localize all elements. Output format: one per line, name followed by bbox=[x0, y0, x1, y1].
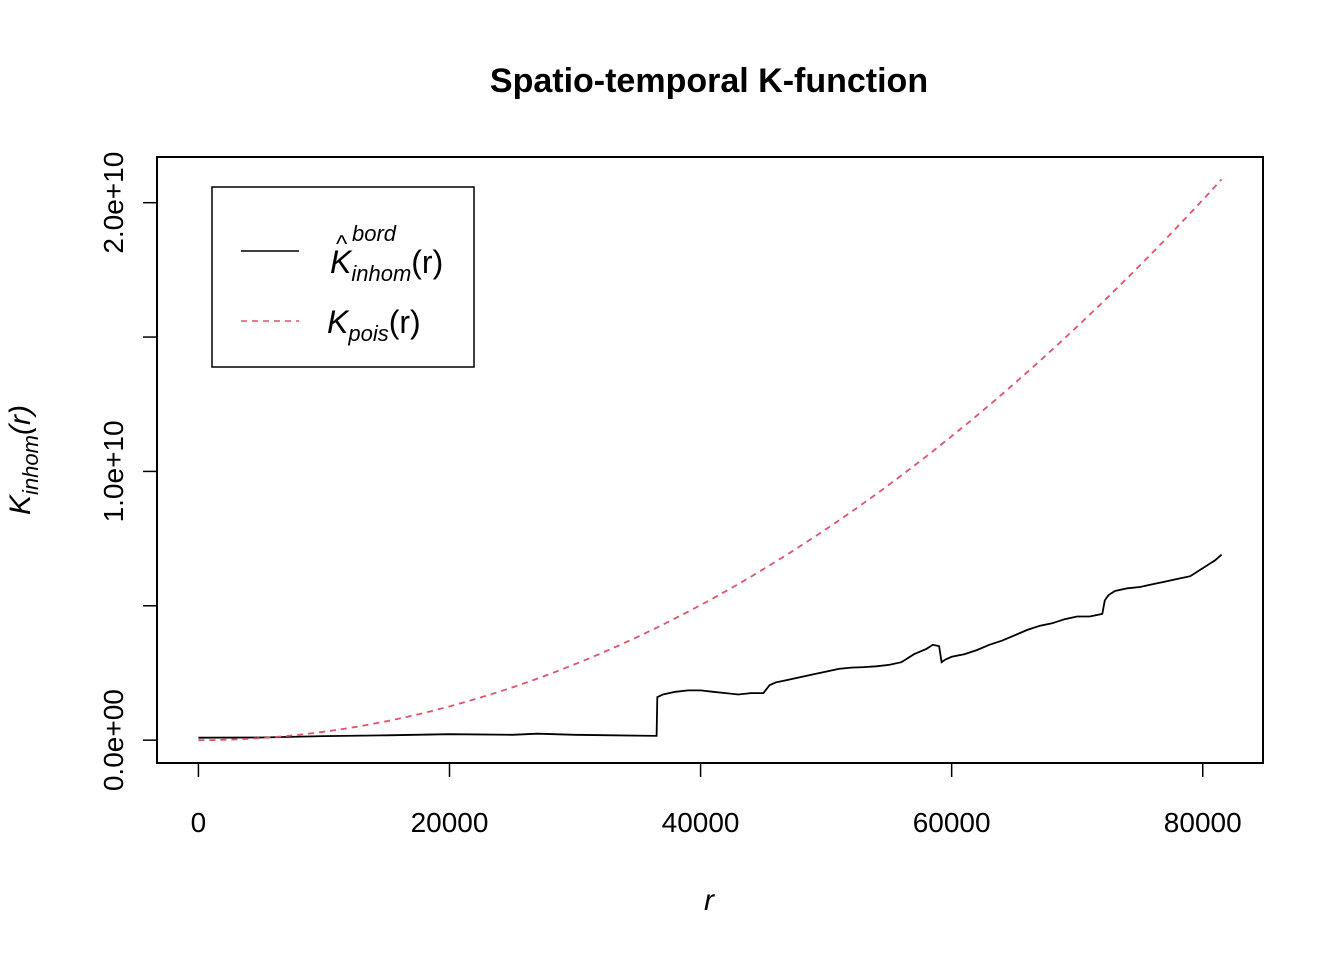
legend-label-kbord-accent: ^ bbox=[336, 231, 348, 258]
legend-label-kbord-arg: (r) bbox=[411, 244, 443, 280]
legend-label-kbord-sub: inhom bbox=[351, 261, 411, 286]
y-tick-label: 2.0e+10 bbox=[98, 152, 129, 254]
plot-frame bbox=[156, 156, 1264, 764]
x-tick-label: 40000 bbox=[662, 807, 740, 838]
y-axis-label-arg: (r) bbox=[4, 405, 37, 435]
series-line-kpois bbox=[198, 178, 1223, 742]
series-layer bbox=[198, 178, 1223, 742]
x-axis-label: r bbox=[704, 884, 715, 917]
y-axis-label-main: K bbox=[4, 493, 37, 515]
y-tick-label: 1.0e+10 bbox=[98, 420, 129, 522]
x-tick-label: 0 bbox=[191, 807, 207, 838]
legend-label-kpois-main: K bbox=[327, 304, 350, 340]
y-tick-label: 0.0e+00 bbox=[98, 689, 129, 791]
y-axis-label-sub: inhom bbox=[18, 435, 43, 495]
legend-label-kpois-arg: (r) bbox=[389, 304, 421, 340]
x-tick-label: 20000 bbox=[411, 807, 489, 838]
legend-label-kbord-sup: bord bbox=[352, 221, 397, 246]
x-axis: 0 20000 40000 60000 80000 bbox=[191, 763, 1242, 838]
chart-title: Spatio-temporal K-function bbox=[490, 62, 928, 100]
legend-box bbox=[211, 186, 475, 368]
legend-label-kbord-main: K bbox=[330, 244, 353, 280]
legend-label-kbord: Kinhom(r) bbox=[330, 244, 443, 286]
svg-text:Kinhom(r): Kinhom(r) bbox=[4, 405, 43, 515]
legend: Kinhom(r) ^ bord Kpois(r) bbox=[211, 186, 475, 368]
series-line-kbord bbox=[198, 554, 1223, 739]
legend-label-kpois: Kpois(r) bbox=[327, 304, 421, 346]
x-tick-label: 60000 bbox=[913, 807, 991, 838]
y-axis-label: Kinhom(r) bbox=[4, 405, 43, 515]
legend-label-kpois-sub: pois bbox=[347, 321, 388, 346]
y-axis: 0.0e+00 1.0e+10 2.0e+10 bbox=[98, 152, 157, 791]
x-tick-label: 80000 bbox=[1164, 807, 1242, 838]
